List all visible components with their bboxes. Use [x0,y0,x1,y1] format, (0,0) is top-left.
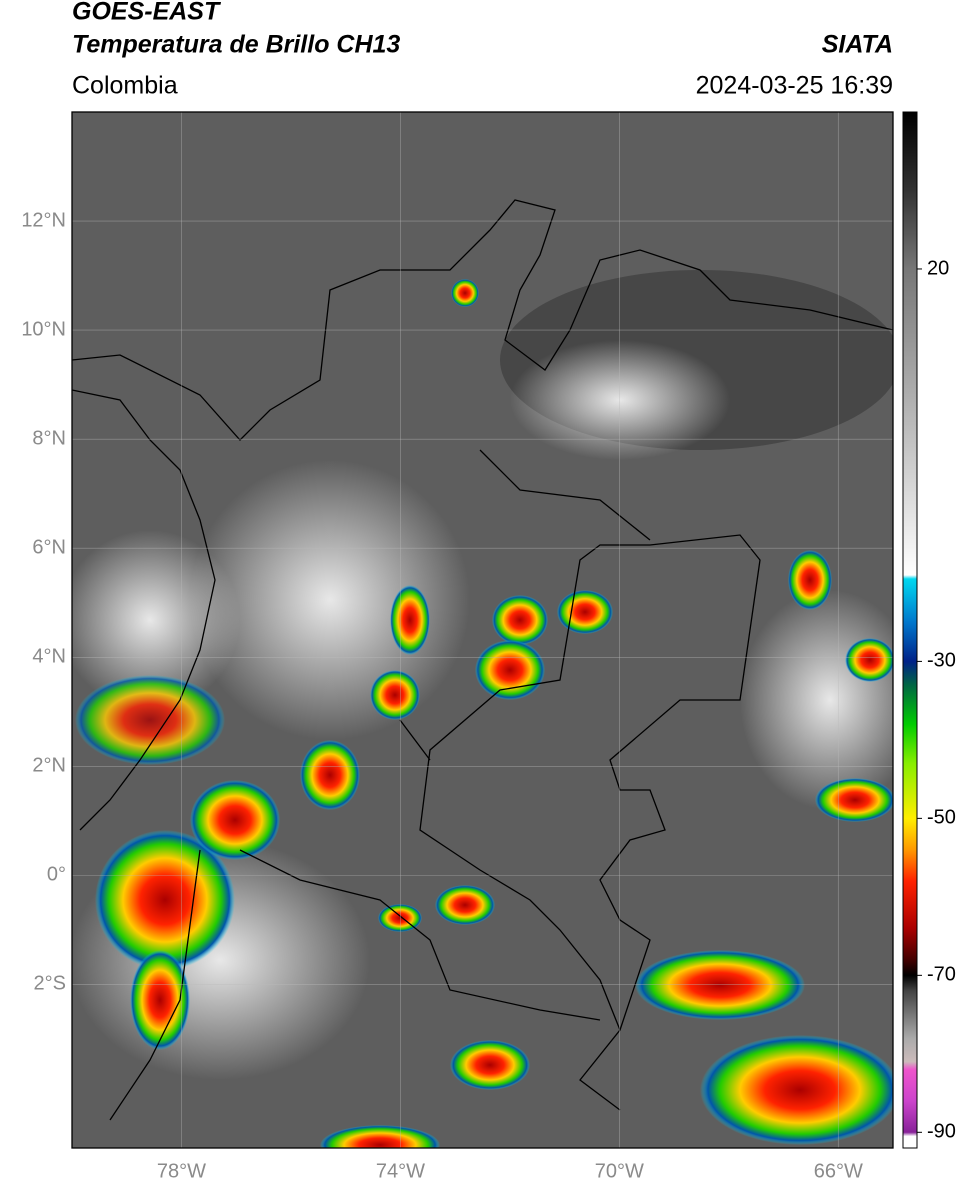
storm [700,1035,893,1145]
colorbar-tick-label: -90 [927,1121,956,1143]
storm [75,675,225,765]
storm [370,670,420,720]
storm [190,780,280,860]
storm [435,885,495,925]
colorbar-tick-label: -70 [927,964,956,986]
lon-tick-label: 70°W [595,1160,644,1182]
datetime: 2024-03-25 16:39 [696,72,893,100]
map-image [72,112,893,1148]
storm [130,950,190,1050]
colorbar [902,111,918,1149]
colorbar-tick-label: -30 [927,650,956,672]
storm [845,638,893,682]
storm [475,640,545,700]
borders [72,199,893,1121]
storm [635,950,805,1020]
lat-tick-label: 12°N [21,209,66,231]
lon-tick-label: 66°W [814,1160,863,1182]
storm [320,1125,440,1148]
lat-tick-label: 6°N [32,536,66,558]
cloud [190,460,470,740]
source: SIATA [822,31,893,59]
lon-tick-label: 78°W [157,1160,206,1182]
lon-tick-label: 74°W [376,1160,425,1182]
lat-tick-label: 0° [47,864,66,886]
storm [451,279,479,307]
storm [390,585,430,655]
storm [815,778,893,822]
colorbar-tick-label: -50 [927,807,956,829]
lat-tick-label: 4°N [32,646,66,668]
lat-tick-label: 2°N [32,755,66,777]
lat-tick-label: 10°N [21,318,66,340]
storm [450,1040,530,1090]
colorbar-tick-label: 20 [927,257,949,279]
storm [95,830,235,970]
region: Colombia [72,72,178,100]
cloud [72,530,240,710]
map-frame [71,111,894,1149]
title: GOES-EAST [72,0,222,26]
storm [492,595,548,645]
storm [300,740,360,810]
cloud [510,340,730,460]
lat-tick-label: 8°N [32,427,66,449]
storm [557,590,613,634]
lat-tick-label: 2°S [34,973,66,995]
title: Temperatura de Brillo CH13 [72,31,400,59]
storm [788,550,832,610]
